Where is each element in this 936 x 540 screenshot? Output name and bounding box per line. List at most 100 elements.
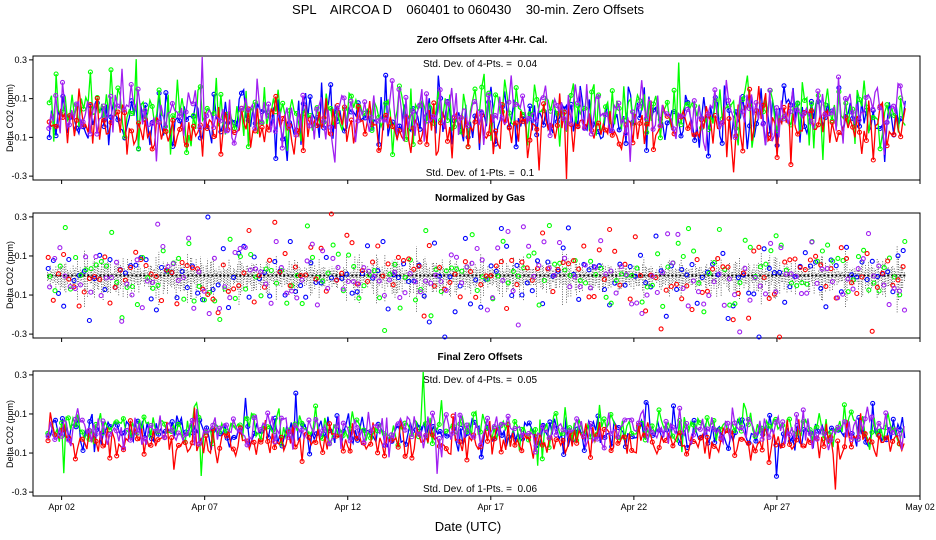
data-point: [787, 431, 793, 437]
data-point: [346, 252, 352, 258]
data-point: [751, 248, 757, 254]
data-point: [416, 431, 422, 437]
data-point: [457, 294, 463, 300]
data-point: [689, 262, 695, 268]
data-point: [581, 447, 587, 454]
data-point: [711, 260, 717, 266]
data-point: [495, 273, 501, 279]
data-point: [83, 267, 89, 273]
data-point: [347, 448, 353, 454]
data-point: [671, 87, 677, 93]
data-point: [162, 435, 168, 441]
data-point: [390, 282, 396, 288]
data-point: [428, 313, 434, 319]
data-point: [519, 432, 525, 438]
data-point: [400, 258, 407, 264]
data-point: [273, 239, 279, 245]
data-point: [438, 289, 444, 295]
data-point: [623, 140, 629, 146]
data-point: [547, 419, 553, 425]
y-tick-label: -0.3: [11, 329, 27, 339]
data-point: [691, 98, 697, 104]
data-point: [299, 420, 305, 426]
data-point: [359, 271, 365, 277]
data-point: [794, 107, 800, 113]
data-point: [447, 279, 453, 285]
data-point: [285, 434, 291, 440]
data-point: [855, 436, 861, 442]
data-point: [237, 245, 243, 252]
data-point: [773, 473, 780, 479]
data-point: [402, 290, 408, 296]
data-point: [382, 327, 388, 334]
data-point: [841, 402, 847, 408]
data-point: [443, 268, 449, 274]
data-point: [52, 255, 58, 262]
data-point: [186, 235, 192, 241]
data-point: [689, 307, 695, 313]
data-point: [224, 435, 230, 441]
data-point: [464, 422, 470, 428]
data-point: [602, 127, 608, 133]
data-point: [238, 90, 245, 96]
data-point: [467, 269, 474, 275]
data-point: [237, 253, 243, 260]
data-point: [622, 261, 628, 267]
data-point: [222, 284, 228, 290]
data-point: [170, 117, 176, 123]
data-point: [655, 251, 661, 257]
data-point: [237, 427, 243, 433]
data-point: [135, 120, 142, 126]
data-point: [756, 334, 762, 340]
data-point: [491, 424, 497, 430]
data-point: [761, 246, 767, 252]
data-point: [155, 221, 161, 227]
x-tick-label: Apr 22: [621, 502, 648, 512]
data-point: [660, 303, 666, 309]
data-point: [498, 259, 504, 265]
data-point: [309, 241, 315, 247]
y-tick-label: 0.3: [14, 370, 27, 380]
data-point: [527, 137, 533, 143]
data-point: [694, 300, 700, 306]
data-point: [760, 121, 766, 127]
data-point: [690, 432, 697, 438]
data-point: [472, 119, 478, 125]
data-point: [871, 280, 877, 286]
data-point: [550, 289, 556, 295]
data-point: [119, 318, 125, 324]
panel-zero-offsets-after-cal: Zero Offsets After 4-Hr. Cal. Std. Dev. …: [5, 35, 921, 184]
data-point: [513, 120, 519, 126]
data-point: [752, 448, 758, 454]
data-point: [588, 131, 594, 137]
data-point: [436, 421, 442, 428]
data-point: [177, 126, 183, 132]
data-point: [719, 120, 725, 126]
data-point: [486, 131, 492, 137]
data-point: [577, 277, 583, 284]
data-point: [725, 445, 732, 451]
data-point: [380, 239, 386, 245]
data-point: [768, 248, 774, 254]
data-point: [787, 441, 793, 448]
data-point: [690, 278, 696, 284]
data-point: [616, 100, 622, 106]
data-point: [155, 428, 161, 434]
data-point: [835, 438, 841, 444]
data-point: [287, 239, 293, 245]
data-point: [395, 421, 401, 427]
data-point: [792, 256, 798, 262]
data-point: [520, 93, 526, 99]
data-point: [113, 419, 120, 425]
data-point: [777, 269, 783, 275]
data-point: [107, 257, 113, 263]
data-point: [196, 441, 202, 447]
data-point: [376, 295, 383, 301]
data-point: [452, 309, 458, 315]
data-point: [797, 264, 803, 270]
data-point: [512, 419, 518, 425]
data-point: [561, 451, 567, 458]
data-point: [747, 297, 753, 303]
data-point: [562, 267, 568, 273]
data-point: [396, 423, 402, 429]
